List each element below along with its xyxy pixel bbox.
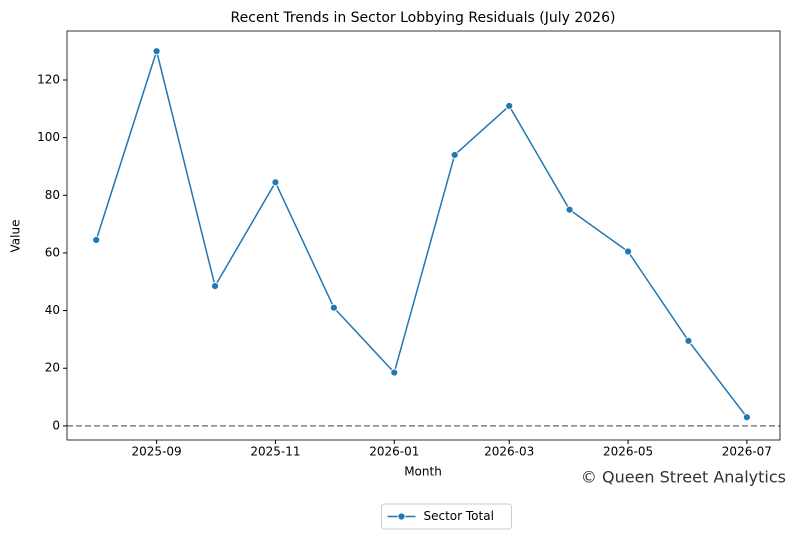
marker [505,102,514,110]
marker [152,47,161,56]
x-axis-label: Month [404,465,442,479]
legend-marker [397,512,406,521]
line [95,48,748,418]
y-tick-label: 60 [45,245,60,259]
marker [92,236,101,244]
x-tick-label: 2026-01 [369,445,419,459]
marker [565,205,574,214]
marker [390,368,399,377]
x-tick-label: 2025-09 [132,445,182,459]
legend-label: Sector Total [424,509,494,523]
y-tick-label: 120 [37,72,60,86]
x-tick-label: 2026-07 [722,445,772,459]
y-tick-label: 100 [37,130,60,144]
y-axis-label: Value [9,220,23,253]
marker [624,247,632,256]
marker [742,413,751,422]
marker [450,151,459,159]
x-tick-label: 2025-11 [250,445,300,459]
legend-box [381,503,512,530]
marker [211,282,219,290]
y-tick-label: 80 [45,188,60,202]
y-tick-label: 0 [52,418,60,432]
y-tick-label: 40 [45,303,60,317]
marker [329,303,338,312]
marker [684,336,693,345]
x-tick-label: 2026-05 [603,445,653,459]
plot-frame [66,30,781,441]
x-tick-label: 2026-03 [484,445,534,459]
marker [271,178,280,187]
chart-title: Recent Trends in Sector Lobbying Residua… [231,10,616,26]
watermark: © Queen Street Analytics [581,468,786,487]
y-tick-label: 20 [45,361,60,375]
